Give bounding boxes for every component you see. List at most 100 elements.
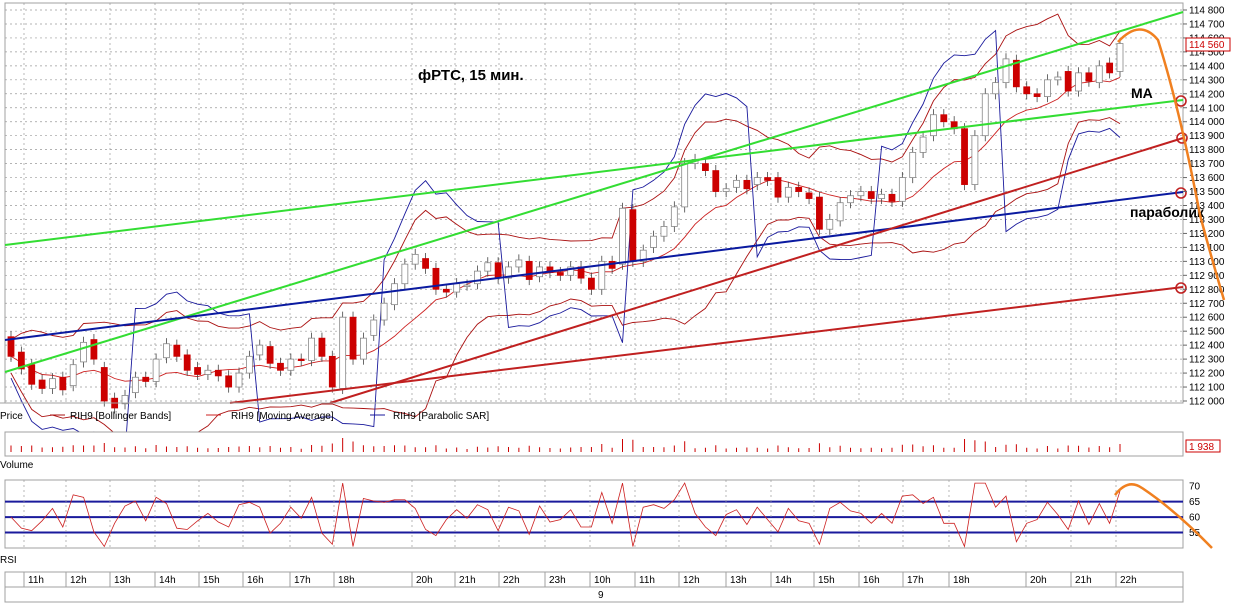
- y-tick-label: 114 100: [1189, 103, 1225, 114]
- candle: [17, 351, 25, 370]
- candle: [484, 262, 492, 272]
- candle: [505, 266, 512, 279]
- candle: [909, 152, 917, 178]
- candle: [422, 258, 429, 269]
- time-tick-label: 11h: [639, 575, 655, 586]
- time-tick-label: 18h: [953, 575, 970, 586]
- volume-value-box: [1185, 439, 1221, 453]
- time-tick-label: 20h: [1030, 575, 1047, 586]
- candle: [650, 235, 657, 248]
- candle: [411, 253, 419, 265]
- candle: [308, 337, 315, 361]
- time-tick-label: 17h: [907, 575, 924, 586]
- candle: [194, 367, 201, 375]
- candle: [981, 93, 989, 137]
- candle: [463, 284, 471, 287]
- candle: [598, 260, 606, 290]
- candle: [442, 288, 450, 293]
- candle: [100, 367, 108, 402]
- legend-rsi: RSI: [0, 555, 17, 566]
- candle: [753, 177, 761, 185]
- candle: [888, 193, 896, 202]
- candle: [878, 193, 886, 199]
- time-tick-label: 10h: [594, 575, 611, 586]
- candle: [163, 343, 170, 359]
- candle: [318, 337, 326, 357]
- price-panel[interactable]: [4, 2, 1184, 404]
- y-tick-label: 114 200: [1189, 89, 1225, 100]
- candle: [131, 376, 139, 394]
- target-marker: [1175, 282, 1187, 294]
- candle: [898, 177, 906, 202]
- candle: [867, 191, 875, 199]
- y-tick-label: 112 500: [1189, 327, 1225, 338]
- candle: [245, 355, 253, 374]
- time-tick-label: 15h: [818, 575, 835, 586]
- rsi-axis: 55 60 65 70: [1189, 482, 1201, 539]
- bollinger-upper: [10, 13, 1121, 340]
- y-tick-label: 112 000: [1189, 397, 1225, 408]
- candle: [1002, 58, 1010, 84]
- target-marker: [1175, 187, 1187, 199]
- y-tick-label: 114 700: [1189, 19, 1225, 30]
- candle: [1033, 93, 1041, 97]
- volume-value-label: 1 938: [1189, 442, 1214, 453]
- candle: [359, 337, 367, 360]
- rsi-line: [10, 482, 1121, 548]
- candle: [992, 82, 1000, 95]
- candle: [847, 195, 854, 204]
- y-tick-label: 112 800: [1189, 285, 1225, 296]
- rsi-panel[interactable]: [4, 479, 1184, 549]
- y-tick-label: 112 600: [1189, 313, 1225, 324]
- candle: [1012, 59, 1020, 88]
- time-tick-label: 14h: [775, 575, 792, 586]
- time-tick-label: 12h: [70, 575, 87, 586]
- candle: [474, 270, 481, 285]
- candle: [225, 375, 233, 388]
- candle: [349, 316, 357, 360]
- y-tick-label: 114 800: [1189, 6, 1225, 17]
- legend-volume: Volume: [0, 460, 34, 471]
- trend-line-red-lower: [229, 286, 1184, 404]
- time-axis-labels: 11h 12h 13h 14h 15h 16h 17h 18h 20h 21h 22h 23h 10h 1…: [23, 572, 1137, 587]
- y-tick-label: 113 300: [1189, 215, 1225, 226]
- candle: [142, 376, 150, 382]
- trend-line-green-channel: [4, 11, 1184, 373]
- candle: [930, 114, 937, 137]
- candle: [702, 163, 709, 171]
- time-tick-label: 22h: [503, 575, 520, 586]
- candles: [7, 37, 1124, 414]
- candle: [971, 135, 979, 185]
- y-tick-label: 114 300: [1189, 75, 1225, 86]
- y-tick-label: 114 000: [1189, 117, 1225, 128]
- candle: [784, 186, 792, 198]
- candle: [69, 364, 77, 387]
- candle: [515, 259, 523, 268]
- time-tick-label: 16h: [863, 575, 880, 586]
- candle: [816, 196, 823, 230]
- candle: [432, 267, 440, 290]
- candle: [1064, 71, 1072, 92]
- candle: [712, 170, 720, 192]
- candle: [339, 316, 347, 389]
- y-tick-label: 112 100: [1189, 383, 1225, 394]
- legend-moving-average: RIH9 [Moving Average]: [231, 411, 334, 422]
- candle: [1085, 72, 1093, 82]
- candle: [1116, 43, 1124, 72]
- forecast-price-curve: [1117, 28, 1226, 301]
- candle: [774, 177, 782, 198]
- candle: [49, 378, 56, 389]
- candle: [1075, 72, 1082, 92]
- candle: [183, 354, 191, 371]
- candle: [795, 186, 803, 192]
- annotation-ma: МА: [1131, 85, 1153, 101]
- rsi-tick-label: 70: [1189, 482, 1201, 493]
- y-tick-label: 112 700: [1189, 299, 1225, 310]
- volume-panel[interactable]: [4, 431, 1184, 457]
- forecast-curve: [1114, 28, 1226, 549]
- candle: [919, 136, 927, 153]
- y-tick-label: 113 900: [1189, 131, 1225, 142]
- forecast-rsi-curve: [1114, 483, 1213, 549]
- time-tick-label: 12h: [683, 575, 700, 586]
- candle: [80, 341, 87, 363]
